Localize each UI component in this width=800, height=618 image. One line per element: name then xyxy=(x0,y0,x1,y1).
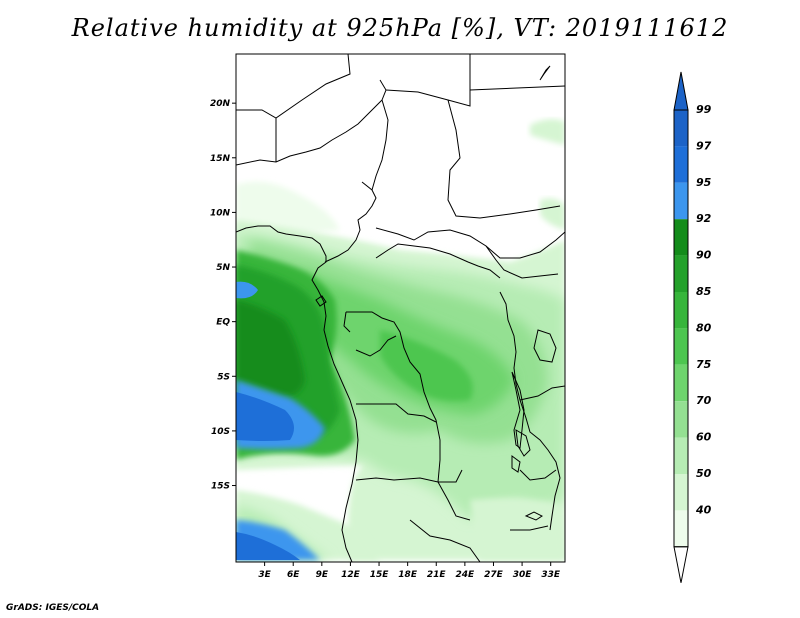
colorbar-level-label: 80 xyxy=(696,321,712,334)
country-borders xyxy=(236,54,565,562)
lon-tick-label: 9E xyxy=(316,570,329,580)
lon-tick-label: 24E xyxy=(456,570,476,580)
colorbar-level-label: 95 xyxy=(696,176,712,189)
map-title: Relative humidity at 925hPa [%], VT: 201… xyxy=(71,14,729,42)
axis-ticks: 20N 15N 10N 5N EQ 5S 10S 15S 3E 6E 9E 12E 15E 18E 21E 2… xyxy=(210,99,561,580)
colorbar-swatch xyxy=(674,292,688,329)
colorbar-swatch xyxy=(674,328,688,365)
lon-tick-label: 18E xyxy=(398,570,418,580)
colorbar-swatch xyxy=(674,437,688,474)
colorbar-frame xyxy=(673,109,689,548)
colorbar-level-label: 75 xyxy=(696,358,712,371)
humidity-field xyxy=(236,54,565,562)
lon-tick-label: 12E xyxy=(341,570,361,580)
lon-tick-label: 21E xyxy=(427,570,447,580)
colorbar-swatch xyxy=(674,255,688,292)
lon-tick-label: 15E xyxy=(370,570,390,580)
map-frame xyxy=(235,53,566,563)
lon-tick-label: 33E xyxy=(541,570,561,580)
colorbar-level-label: 85 xyxy=(696,285,712,298)
lat-tick-label: 5S xyxy=(217,372,230,382)
lat-tick-label: 10S xyxy=(211,427,230,437)
colorbar-level-label: 70 xyxy=(696,394,712,407)
lat-tick-label: 20N xyxy=(210,99,231,109)
colorbar-swatch xyxy=(674,401,688,438)
lat-tick-label: 10N xyxy=(210,208,231,218)
colorbar-swatch xyxy=(674,219,688,256)
colorbar-swatch xyxy=(674,146,688,183)
colorbar-level-label: 50 xyxy=(696,467,712,480)
colorbar-swatch xyxy=(674,364,688,402)
colorbar-level-label: 40 xyxy=(695,503,712,516)
colorbar-level-label: 90 xyxy=(696,249,712,262)
lat-tick-label: EQ xyxy=(216,318,230,328)
lon-tick-label: 27E xyxy=(484,570,504,580)
lon-tick-label: 30E xyxy=(513,570,533,580)
colorbar-swatch xyxy=(674,510,688,547)
colorbar-swatch xyxy=(674,182,688,220)
colorbar-swatch xyxy=(674,110,688,147)
colorbar-swatch xyxy=(674,474,688,511)
grads-credit: GrADS: IGES/COLA xyxy=(6,603,100,613)
colorbar-top-arrow xyxy=(673,71,689,111)
lat-tick-label: 5N xyxy=(216,263,230,273)
lon-tick-label: 3E xyxy=(258,570,271,580)
lat-tick-label: 15S xyxy=(211,482,230,492)
colorbar-level-label: 60 xyxy=(696,431,712,444)
colorbar-level-label: 92 xyxy=(696,212,712,225)
colorbar-level-label: 99 xyxy=(696,103,712,116)
colorbar-level-label: 97 xyxy=(696,139,712,152)
lat-tick-label: 15N xyxy=(210,154,231,164)
lon-tick-label: 6E xyxy=(287,570,300,580)
colorbar: 99 97 95 92 90 85 80 75 70 60 50 40 xyxy=(673,71,712,583)
colorbar-bottom-arrow xyxy=(673,546,689,583)
